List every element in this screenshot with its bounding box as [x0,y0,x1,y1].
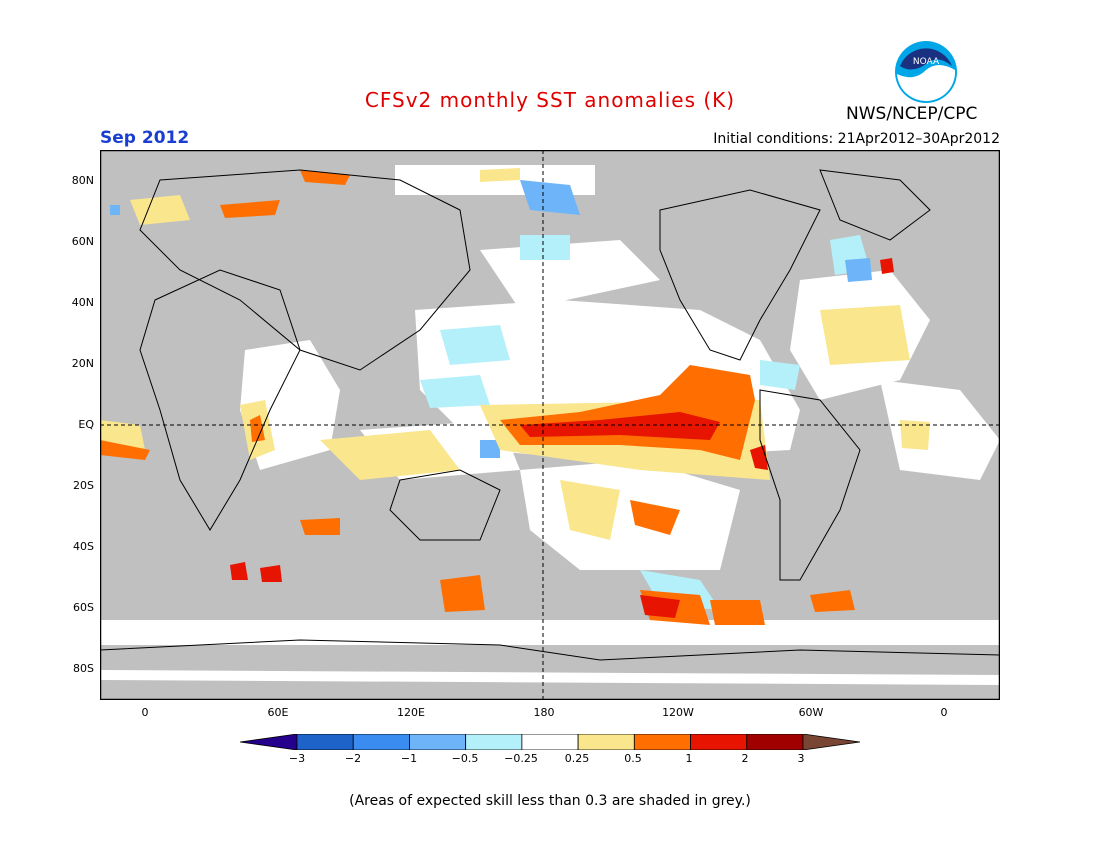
coastlines [99,169,1001,661]
colorbar-label: −3 [288,752,306,765]
colorbar-label: −2 [344,752,362,765]
colorbar-segment [352,734,410,750]
noaa-logo: NOAA [895,41,957,103]
colorbar-segment [690,734,748,750]
lon-label-60w: 60W [798,706,824,719]
sst-anomaly-map [99,149,1001,701]
colorbar-segment [409,734,467,750]
colorbar-segment [521,734,579,750]
skill-footnote: (Areas of expected skill less than 0.3 a… [349,793,751,809]
colorbar-segment [633,734,691,750]
colorbar-segment [296,734,354,750]
lat-label-eq: EQ [78,418,94,431]
lon-label-120w: 120W [662,706,694,719]
colorbar-high-end [802,734,860,750]
colorbar-label: 3 [797,752,805,765]
colorbar-segment [577,734,635,750]
lat-label-60s: 60S [73,601,94,614]
colorbar-label: −0.25 [504,752,538,765]
light-blue-regions [420,235,870,610]
chart-title: CFSv2 monthly SST anomalies (K) [364,88,736,112]
colorbar-label: −1 [400,752,418,765]
colorbar-label: 0.25 [564,752,590,765]
colorbar [240,734,860,750]
lon-label-180: 180 [533,706,555,719]
colorbar-label: −0.5 [451,752,479,765]
colorbar-segment [746,734,804,750]
initial-conditions: Initial conditions: 21Apr2012–30Apr2012 [713,131,1000,147]
colorbar-label: 2 [741,752,749,765]
lat-label-60n: 60N [71,235,94,248]
lon-label-0: 0 [141,706,149,719]
map-border [99,149,1001,701]
colorbar-label: 0.5 [624,752,642,765]
lat-label-40s: 40S [73,540,94,553]
colorbar-low-end [240,734,298,750]
lon-label-120e: 120E [397,706,425,719]
svg-text:NOAA: NOAA [913,57,940,67]
lat-label-80s: 80S [73,662,94,675]
lat-label-20n: 20N [71,357,94,370]
colorbar-segment [465,734,523,750]
lat-label-80n: 80N [71,174,94,187]
colorbar-label: 1 [685,752,693,765]
blue-regions [110,180,872,458]
forecast-month: Sep 2012 [100,128,190,148]
organization-label: NWS/NCEP/CPC [846,104,978,124]
lat-label-20s: 20S [73,479,94,492]
lon-label-60e: 60E [267,706,289,719]
map-svg [99,149,1001,701]
lat-label-40n: 40N [71,296,94,309]
lon-label-0-right: 0 [940,706,948,719]
